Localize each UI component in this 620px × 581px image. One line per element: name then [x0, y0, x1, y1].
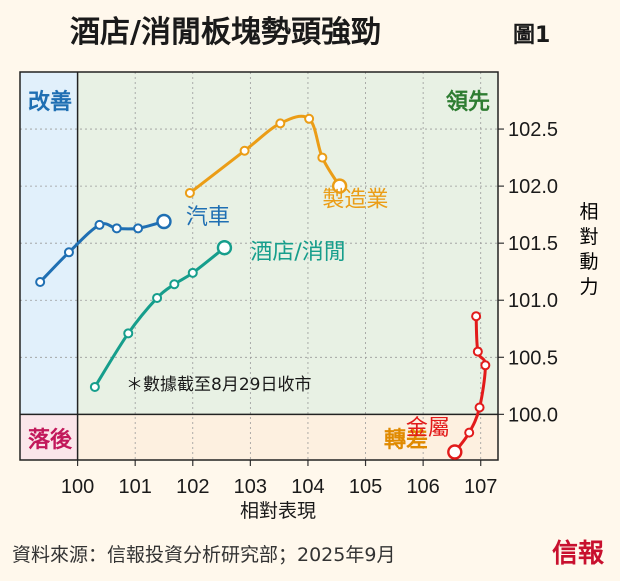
y-axis-label: 相 對 動 力 — [579, 201, 598, 298]
y-tick-label: 101.5 — [508, 233, 558, 255]
chart-title: 酒店/消閒板塊勢頭強勁 — [70, 15, 381, 50]
series-point — [187, 267, 198, 278]
series-point-latest — [216, 240, 233, 256]
series-point — [94, 219, 105, 230]
y-tick-label: 101.0 — [508, 290, 558, 312]
series-point — [152, 292, 163, 303]
plot-frame — [19, 71, 499, 461]
series-point — [317, 152, 328, 163]
series-point — [133, 223, 144, 234]
series-point — [464, 427, 475, 438]
series-point — [239, 145, 250, 156]
y-tick-label: 102.5 — [508, 119, 558, 141]
plot-area: 100 101 102 103 104 105 106 107 100.0 100.5 101.0 1… — [19, 71, 558, 498]
quadrant-improving — [20, 72, 78, 415]
x-tick-label: 102 — [176, 476, 209, 498]
x-tick-label: 105 — [349, 476, 382, 498]
x-tick-label: 106 — [406, 476, 439, 498]
x-tick-label: 107 — [464, 476, 497, 498]
x-tick-label: 103 — [234, 476, 267, 498]
series-point-latest — [331, 178, 348, 194]
series-point — [275, 118, 286, 129]
series-point — [89, 381, 100, 392]
quadrant-label-weakening: 轉差 — [384, 427, 428, 453]
source-text: 資料來源：信報投資分析研究部；2025年9月 — [12, 544, 395, 566]
series-point — [184, 187, 195, 198]
quadrant-weakening — [77, 414, 498, 460]
x-tick-label: 101 — [118, 476, 151, 498]
series-point — [472, 346, 483, 357]
series-label: 製造業 — [322, 188, 388, 213]
y-axis-label-char-1: 相 — [579, 201, 598, 223]
y-axis-label-char-2: 對 — [579, 226, 598, 248]
brand-logo: 信報 — [552, 539, 605, 569]
series-label: 金屬 — [406, 416, 450, 441]
series-point — [111, 223, 122, 234]
data-note: ＊數據截至8月29日收市 — [126, 375, 311, 395]
series-label: 汽車 — [186, 205, 230, 230]
series-point — [35, 276, 46, 287]
x-tick-label: 100 — [61, 476, 94, 498]
figure-label: 圖1 — [513, 23, 550, 48]
y-tick-label: 100.5 — [508, 347, 558, 369]
series-point — [123, 328, 134, 339]
y-tick-label: 102.0 — [508, 176, 558, 198]
x-tick-label: 104 — [291, 476, 324, 498]
quadrant-leading — [77, 72, 498, 415]
y-axis-label-char-4: 力 — [579, 276, 598, 298]
series-point — [169, 279, 180, 290]
series-point — [474, 402, 485, 413]
series-point — [480, 360, 491, 371]
quadrant-label-lagging: 落後 — [28, 427, 73, 453]
series-label: 酒店/消閒 — [250, 240, 345, 265]
quadrant-label-leading: 領先 — [446, 89, 490, 115]
series-point — [63, 247, 74, 258]
quadrant-label-improving: 改善 — [28, 89, 72, 115]
y-tick-label: 100.0 — [508, 404, 558, 426]
y-axis-label-char-3: 動 — [579, 251, 598, 273]
x-axis-label: 相對表現 — [240, 500, 316, 522]
series-point — [471, 311, 482, 322]
series-point-latest — [156, 213, 172, 230]
quadrant-lagging — [20, 414, 78, 460]
series-point — [304, 113, 315, 124]
series-point-latest — [447, 444, 463, 460]
